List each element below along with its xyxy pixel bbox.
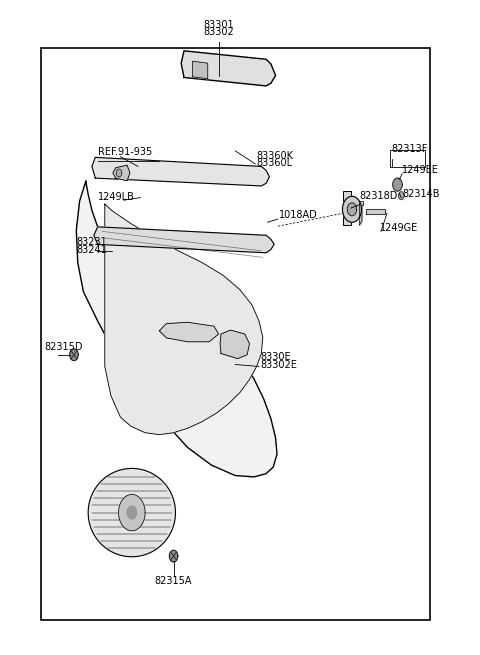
Text: 1249EE: 1249EE [402, 165, 439, 175]
Polygon shape [366, 210, 384, 214]
Circle shape [70, 349, 78, 361]
Text: 83301: 83301 [204, 20, 234, 30]
Circle shape [342, 196, 361, 222]
Polygon shape [92, 157, 269, 186]
Text: 1018AD: 1018AD [279, 210, 318, 220]
Circle shape [398, 192, 404, 200]
Polygon shape [192, 61, 208, 79]
Circle shape [127, 506, 137, 519]
Text: 82313F: 82313F [392, 144, 428, 154]
Circle shape [169, 550, 178, 562]
Text: 82315A: 82315A [155, 576, 192, 586]
Circle shape [119, 495, 145, 531]
Text: 83360K: 83360K [257, 151, 294, 160]
Text: 82315D: 82315D [45, 342, 83, 352]
Polygon shape [181, 51, 276, 86]
Bar [41, 48, 430, 620]
Text: 83302E: 83302E [261, 360, 297, 369]
Circle shape [347, 203, 357, 215]
Bar [343, 191, 351, 225]
Polygon shape [360, 202, 363, 225]
Polygon shape [94, 227, 274, 253]
Circle shape [116, 169, 122, 177]
Text: 1249LB: 1249LB [97, 192, 134, 202]
Text: 82314B: 82314B [402, 189, 440, 199]
Text: 83241: 83241 [76, 245, 107, 255]
Text: 83231: 83231 [76, 237, 107, 247]
Polygon shape [105, 204, 263, 435]
Polygon shape [113, 165, 130, 181]
Text: 8330E: 8330E [261, 352, 291, 362]
Text: REF.91-935: REF.91-935 [97, 147, 152, 157]
Text: 1249GE: 1249GE [380, 223, 418, 233]
Polygon shape [220, 330, 250, 359]
Polygon shape [159, 322, 219, 342]
Text: 82318D: 82318D [360, 191, 398, 201]
Circle shape [393, 178, 402, 191]
Text: 83302: 83302 [203, 28, 234, 37]
Polygon shape [88, 468, 176, 557]
Polygon shape [76, 181, 277, 477]
Text: 83360L: 83360L [257, 159, 293, 168]
